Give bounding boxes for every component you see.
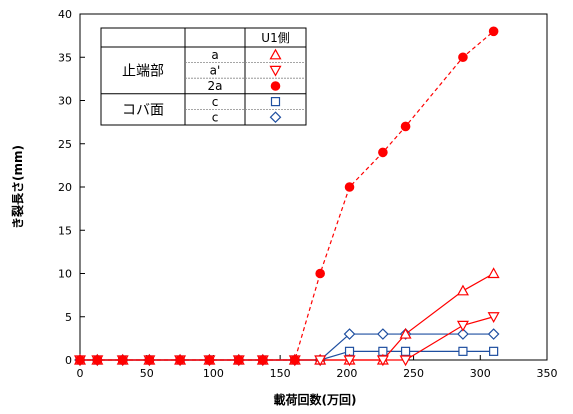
data-point	[376, 355, 389, 367]
axis-ticks: 0 50 100 150 200 250 300 350 0 5 10 15 20 25 30 35 40	[58, 8, 558, 380]
x-tick-label: 100	[203, 367, 224, 380]
data-point	[488, 26, 499, 37]
legend-entry-label: c	[212, 110, 219, 124]
x-tick-label: 150	[270, 367, 291, 380]
legend-entry-label: 2a	[208, 79, 223, 93]
series-line	[80, 272, 494, 361]
x-tick-label: 250	[403, 367, 424, 380]
data-point	[400, 346, 411, 356]
data-point	[400, 121, 411, 132]
y-tick-label: 25	[58, 138, 72, 151]
y-axis-label: き裂長さ(mm)	[10, 145, 25, 229]
data-point	[75, 355, 85, 365]
x-tick-label: 200	[336, 367, 357, 380]
data-point	[233, 355, 244, 365]
data-point	[399, 327, 412, 339]
legend-entry-label: c	[212, 95, 219, 109]
data-point	[377, 328, 389, 340]
data-point	[487, 328, 500, 340]
data-point	[399, 355, 412, 367]
data-point	[458, 52, 468, 63]
data-point	[344, 182, 355, 192]
series-line	[80, 316, 494, 361]
y-tick-label: 15	[58, 224, 72, 237]
x-tick-label: 50	[140, 367, 154, 380]
data-point	[290, 355, 300, 365]
legend-marker	[269, 111, 282, 124]
data-point	[175, 355, 185, 365]
y-tick-label: 5	[65, 311, 72, 324]
legend-marker	[269, 48, 282, 60]
data-point	[458, 346, 468, 356]
legend-group-label: 止端部	[122, 63, 164, 79]
data-point	[257, 355, 268, 365]
data-point	[489, 346, 499, 356]
y-tick-label: 20	[58, 181, 72, 194]
series-layer	[73, 26, 500, 367]
series-line	[80, 350, 494, 361]
x-axis-label: 載荷回数(万回)	[274, 392, 357, 407]
data-point	[315, 268, 325, 279]
x-tick-label: 300	[470, 367, 491, 380]
y-tick-label: 10	[58, 268, 72, 281]
legend-group-label: コバ面	[122, 102, 164, 118]
legend-marker	[269, 65, 282, 77]
data-point	[487, 312, 500, 323]
x-tick-label: 0	[77, 367, 84, 380]
y-tick-label: 30	[58, 95, 72, 108]
data-point	[117, 355, 128, 365]
data-point	[378, 147, 388, 158]
legend-box	[100, 27, 307, 126]
series-2	[73, 312, 500, 367]
data-point	[92, 355, 103, 365]
data-point	[144, 355, 155, 365]
y-tick-label: 0	[65, 354, 72, 367]
series-3	[75, 26, 499, 365]
data-point	[314, 355, 327, 367]
series-1	[73, 267, 500, 365]
legend-marker	[270, 81, 281, 91]
legend-entry-label: a'	[210, 64, 221, 78]
data-point	[457, 328, 469, 340]
legend-header: U1側	[261, 31, 289, 45]
legend-entry-label: a	[211, 48, 218, 62]
data-point	[343, 355, 356, 367]
data-point	[456, 284, 469, 296]
data-point	[487, 267, 500, 279]
series-line	[80, 333, 494, 361]
x-tick-label: 350	[537, 367, 558, 380]
y-tick-label: 40	[58, 8, 72, 21]
y-tick-label: 35	[58, 51, 72, 64]
legend-marker	[270, 96, 281, 107]
data-point	[204, 355, 215, 365]
data-point	[456, 320, 469, 332]
series-4	[75, 346, 499, 365]
data-point	[343, 328, 356, 340]
